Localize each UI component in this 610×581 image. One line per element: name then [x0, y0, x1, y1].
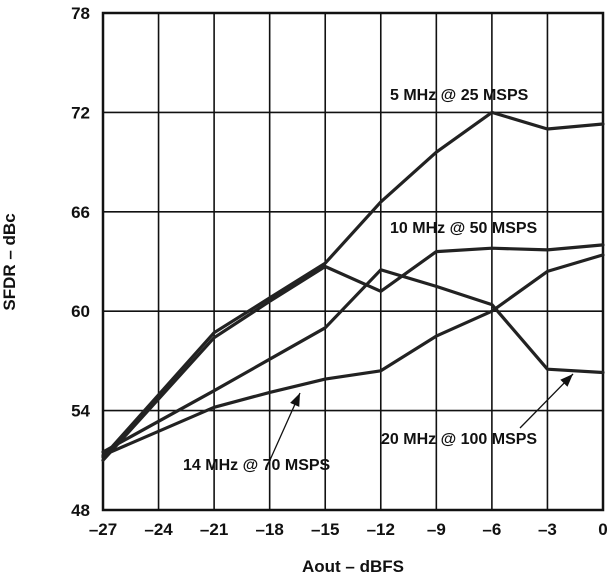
x-tick-label: –18 — [255, 520, 283, 539]
annotation-leaders — [269, 373, 574, 461]
x-tick-label: –24 — [144, 520, 173, 539]
series-line-2 — [101, 253, 605, 457]
series-line-3 — [101, 268, 605, 454]
y-tick-label: 54 — [71, 402, 90, 421]
leader-20mhz-arrowhead — [560, 374, 573, 387]
y-tick-label: 78 — [71, 4, 90, 23]
x-tick-label: –12 — [367, 520, 395, 539]
leader-14mhz-arrowhead — [290, 393, 300, 407]
x-tick-label: –15 — [311, 520, 339, 539]
annotation-20mhz-100msps: 20 MHz @ 100 MSPS — [381, 431, 537, 448]
x-tick-label: –3 — [538, 520, 557, 539]
x-tick-label: –27 — [89, 520, 117, 539]
annotation-5mhz-25msps: 5 MHz @ 25 MSPS — [390, 87, 529, 104]
x-axis-title: Aout – dBFS — [302, 557, 404, 576]
annotation-14mhz-70msps: 14 MHz @ 70 MSPS — [183, 457, 331, 474]
y-tick-label: 72 — [71, 103, 90, 122]
y-axis-title: SFDR – dBc — [0, 213, 19, 310]
series-line-0 — [101, 110, 605, 459]
y-tick-label: 66 — [71, 203, 90, 222]
x-tick-label: –21 — [200, 520, 228, 539]
x-tick-label: –6 — [482, 520, 501, 539]
annotation-10mhz-50msps: 10 MHz @ 50 MSPS — [390, 220, 538, 237]
y-tick-label: 60 — [71, 302, 90, 321]
x-tick-label: 0 — [598, 520, 607, 539]
x-tick-label: –9 — [427, 520, 446, 539]
series-layer — [101, 110, 605, 462]
y-tick-labels: 48 54 60 66 72 78 — [71, 4, 90, 520]
y-tick-label: 48 — [71, 501, 90, 520]
x-tick-labels: –27 –24 –21 –18 –15 –12 –9 –6 –3 0 — [89, 520, 608, 539]
plot-frame — [101, 11, 605, 512]
series-line-1 — [101, 243, 605, 462]
